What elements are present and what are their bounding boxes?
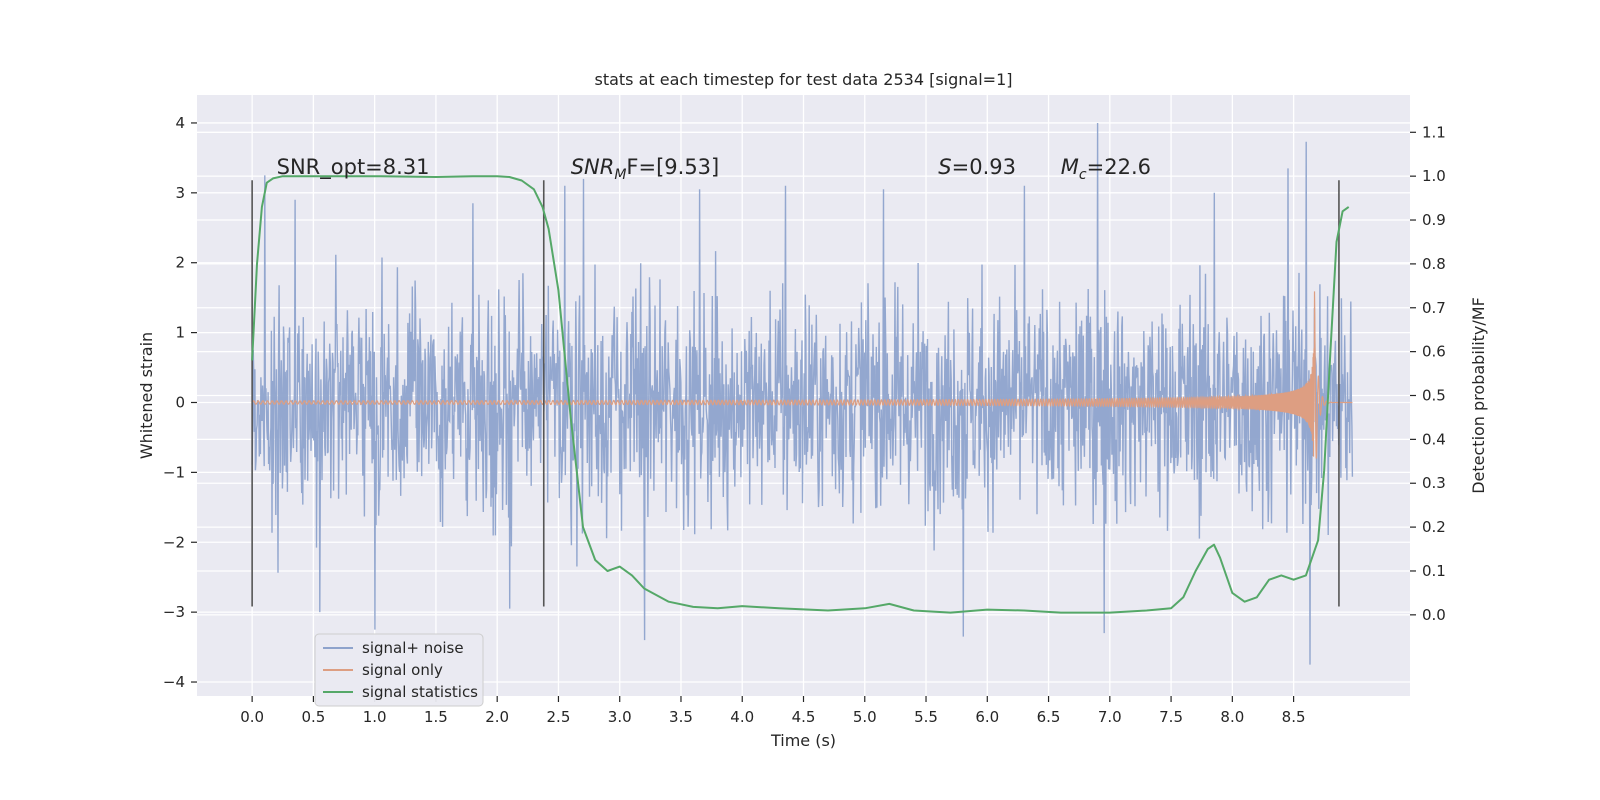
- chart-title: stats at each timestep for test data 253…: [594, 70, 1012, 89]
- annotation-snr-opt: SNR_opt=8.31: [277, 155, 430, 180]
- right-y-tick-label: 0.1: [1422, 562, 1446, 580]
- x-tick-label: 8.0: [1220, 708, 1244, 726]
- left-y-tick-label: −1: [163, 463, 185, 481]
- legend-entry-signal-only: signal only: [362, 661, 443, 679]
- legend-entry-signal-plus-noise: signal+ noise: [362, 639, 464, 657]
- x-tick-label: 5.0: [853, 708, 877, 726]
- x-tick-label: 0.5: [301, 708, 325, 726]
- annotation-snr-mf: SNRMF=[9.53]: [571, 155, 720, 183]
- annotation-s-value: =0.93: [952, 155, 1016, 179]
- x-axis-label: Time (s): [770, 731, 836, 750]
- right-y-tick-label: 0.3: [1422, 474, 1446, 492]
- left-y-tick-label: −3: [163, 603, 185, 621]
- signal-plus-noise-line: [251, 122, 1354, 665]
- x-tick-label: 4.0: [730, 708, 754, 726]
- legend-entry-signal-statistics: signal statistics: [362, 683, 478, 701]
- right-y-axis-label: Detection probability/MF: [1469, 297, 1488, 494]
- left-y-tick-label: −4: [163, 673, 185, 691]
- x-tick-label: 6.0: [975, 708, 999, 726]
- left-y-tick-label: 4: [175, 114, 185, 132]
- left-y-tick-label: 3: [175, 184, 185, 202]
- legend-box: [314, 633, 484, 707]
- annotation-mc-value: =22.6: [1087, 155, 1151, 179]
- x-tick-label: 1.5: [424, 708, 448, 726]
- annotation-mc: Mc=22.6: [1061, 155, 1151, 183]
- right-y-tick-label: 0.9: [1422, 211, 1446, 229]
- annotation-snr-mf-value: F=[9.53]: [626, 155, 719, 179]
- x-tick-label: 2.0: [485, 708, 509, 726]
- x-tick-label: 3.5: [669, 708, 693, 726]
- x-tick-label: 7.0: [1098, 708, 1122, 726]
- x-tick-label: 7.5: [1159, 708, 1183, 726]
- legend: signal+ noise signal only signal statist…: [314, 633, 484, 707]
- right-y-tick-label: 0.2: [1422, 518, 1446, 536]
- signal-statistics-line: [251, 175, 1350, 614]
- right-y-tick-label: 1.0: [1422, 167, 1446, 185]
- x-tick-label: 1.0: [363, 708, 387, 726]
- x-tick-label: 0.0: [240, 708, 264, 726]
- annotation-s-symbol: S: [938, 155, 951, 179]
- annotation-snr-mf-subscript: M: [614, 167, 626, 183]
- right-y-tick-label: 0.0: [1422, 606, 1446, 624]
- signal-only-line: [251, 291, 1353, 459]
- annotation-mc-symbol: M: [1061, 155, 1079, 179]
- x-tick-label: 8.5: [1282, 708, 1306, 726]
- x-tick-label: 6.5: [1037, 708, 1061, 726]
- vertical-markers: [251, 180, 1340, 607]
- right-y-tick-label: 0.8: [1422, 255, 1446, 273]
- series-signal-plus-noise: [251, 122, 1354, 665]
- left-y-tick-label: 0: [175, 393, 185, 411]
- left-y-axis-ticks: −4 −3 −2 −1 0 1 2 3 4: [163, 114, 197, 691]
- left-y-axis-label: Whitened strain: [137, 332, 156, 459]
- x-tick-label: 2.5: [547, 708, 571, 726]
- right-y-tick-label: 0.5: [1422, 387, 1446, 405]
- right-y-tick-label: 1.1: [1422, 123, 1446, 141]
- left-y-tick-label: 2: [175, 254, 185, 272]
- x-tick-label: 3.0: [608, 708, 632, 726]
- series-signal-only: [251, 291, 1353, 459]
- right-y-tick-label: 0.6: [1422, 343, 1446, 361]
- x-axis-ticks: 0.0 0.5 1.0 1.5 2.0 2.5 3.0 3.5 4.0 4.5 5.0 5.5 6.0 6…: [240, 696, 1306, 726]
- right-y-tick-label: 0.4: [1422, 430, 1446, 448]
- x-tick-label: 4.5: [792, 708, 816, 726]
- annotation-s: S=0.93: [938, 155, 1016, 179]
- x-tick-label: 5.5: [914, 708, 938, 726]
- annotations: SNR_opt=8.31 SNRMF=[9.53] S=0.93 Mc=22.6: [277, 155, 1151, 183]
- series-signal-statistics: [251, 175, 1350, 614]
- left-y-tick-label: −2: [163, 533, 185, 551]
- left-y-tick-label: 1: [175, 324, 185, 342]
- right-y-tick-label: 0.7: [1422, 299, 1446, 317]
- annotation-snr-mf-symbol: SNR: [571, 155, 615, 179]
- annotation-mc-subscript: c: [1079, 167, 1087, 183]
- right-y-axis-ticks: 0.0 0.1 0.2 0.3 0.4 0.5 0.6 0.7 0.8 0.9 1.0 1.1: [1410, 123, 1446, 624]
